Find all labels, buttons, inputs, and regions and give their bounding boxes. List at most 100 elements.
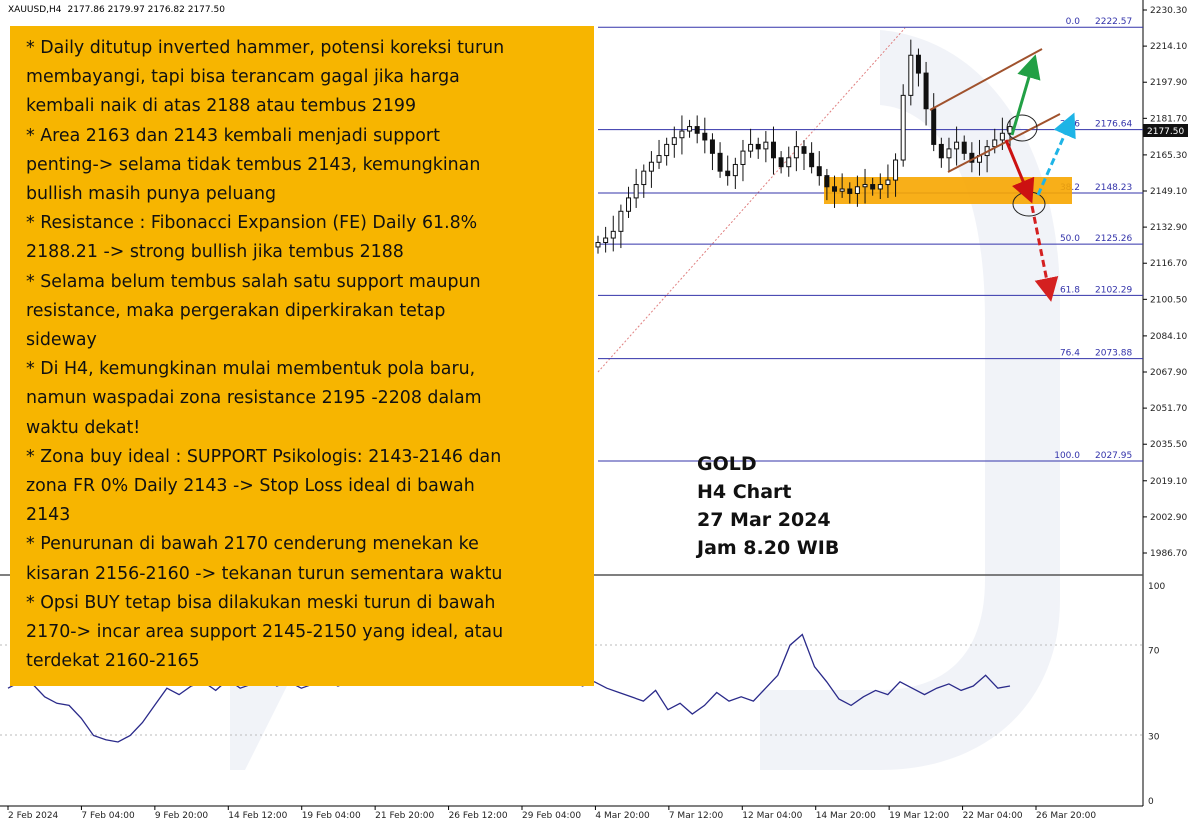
note-line: waktu dekat! (26, 417, 141, 438)
candle-body (626, 197, 632, 212)
price-tick-label: 2214.10 (1150, 42, 1187, 52)
candle-body (702, 132, 708, 141)
time-tick-label: 21 Feb 20:00 (375, 811, 434, 821)
caption-timeframe: H4 Chart (697, 481, 792, 503)
caption-date: 27 Mar 2024 (697, 509, 831, 531)
candle-body (717, 152, 723, 172)
time-tick-label: 19 Feb 04:00 (302, 811, 361, 821)
fib-level-label: 76.4 (1060, 349, 1080, 359)
price-tick-label: 2165.30 (1150, 151, 1187, 161)
fib-price-label: 2027.95 (1095, 451, 1132, 461)
rsi-tick-label: 100 (1148, 582, 1165, 592)
fib-level-label: 100.0 (1054, 451, 1080, 461)
candle-body (915, 54, 921, 74)
fib-level-label: 0.0 (1066, 17, 1081, 27)
chart-caption: GOLD H4 Chart 27 Mar 2024 Jam 8.20 WIB (697, 450, 839, 562)
arrow-up-cyan-dashed (1036, 112, 1076, 196)
caption-time: Jam 8.20 WIB (697, 537, 840, 559)
arrow-down-red-solid (1004, 139, 1035, 204)
candle-body (664, 143, 670, 157)
note-line: penting-> selama tidak tembus 2143, kemu… (26, 154, 481, 175)
fib-level-label: 50.0 (1060, 234, 1080, 244)
candle-body (938, 143, 944, 159)
candle-body (740, 150, 746, 165)
price-tick-label: 2149.10 (1150, 187, 1187, 197)
candle-body (923, 72, 929, 110)
candle-body (786, 157, 792, 168)
ohlc-values: 2177.86 2179.97 2176.82 2177.50 (68, 5, 226, 15)
candle-body (671, 137, 677, 145)
candle-body (648, 161, 654, 172)
candle-body (931, 108, 937, 145)
fib-price-label: 2176.64 (1095, 120, 1132, 130)
note-line: 2143 (26, 505, 71, 526)
fib-price-label: 2222.57 (1095, 17, 1132, 27)
candle-body (877, 184, 883, 190)
note-line: terdekat 2160-2165 (26, 651, 200, 672)
price-tick-label: 2002.90 (1150, 513, 1187, 523)
price-tick-label: 2084.10 (1150, 332, 1187, 342)
time-tick-label: 2 Feb 2024 (8, 811, 59, 821)
note-line: * Opsi BUY tetap bisa dilakukan meski tu… (26, 592, 496, 613)
fib-level-label: 61.8 (1060, 285, 1080, 295)
price-tick-label: 2116.70 (1150, 259, 1187, 269)
time-tick-label: 7 Feb 04:00 (81, 811, 135, 821)
fib-price-label: 2125.26 (1095, 234, 1132, 244)
candle-body (847, 188, 853, 194)
candle-body (946, 148, 952, 159)
candle-body (839, 188, 845, 192)
candle-body (862, 184, 868, 188)
time-tick-label: 26 Feb 12:00 (449, 811, 508, 821)
candle-body (816, 166, 822, 177)
current-price-label: 2177.50 (1147, 127, 1184, 137)
candle-body (687, 126, 693, 132)
time-tick-label: 12 Mar 04:00 (742, 811, 802, 821)
candle-body (999, 132, 1005, 141)
note-line: * Area 2163 dan 2143 kembali menjadi sup… (26, 125, 440, 146)
candle-body (618, 210, 624, 232)
time-tick-label: 29 Feb 04:00 (522, 811, 581, 821)
rsi-tick-label: 30 (1148, 733, 1160, 743)
candle-body (694, 126, 700, 134)
candle-body (763, 141, 769, 150)
candle-body (824, 175, 830, 188)
candle-body (793, 146, 799, 159)
note-line: sideway (26, 330, 97, 351)
note-line: * Selama belum tembus salah satu support… (26, 271, 481, 292)
note-line: * Zona buy ideal : SUPPORT Psikologis: 2… (26, 446, 502, 467)
fib-price-label: 2148.23 (1095, 183, 1132, 193)
note-line: * Di H4, kemungkinan mulai membentuk pol… (26, 359, 476, 380)
arrow-down-red-dashed (1030, 205, 1059, 302)
price-tick-label: 2100.50 (1150, 295, 1187, 305)
support-zone (824, 177, 1072, 204)
candle-body (603, 237, 609, 243)
symbol-name: XAUUSD,H4 (8, 5, 62, 15)
note-line: membayangi, tapi bisa terancam gagal jik… (26, 67, 460, 88)
time-tick-label: 14 Mar 20:00 (816, 811, 876, 821)
fib-price-label: 2073.88 (1095, 349, 1132, 359)
time-tick-label: 9 Feb 20:00 (155, 811, 209, 821)
candle-body (656, 155, 662, 163)
candle-body (992, 139, 998, 148)
candle-body (732, 163, 738, 177)
note-line: kembali naik di atas 2188 atau tembus 21… (26, 96, 417, 117)
note-line: kisaran 2156-2160 -> tekanan turun semen… (26, 563, 503, 584)
note-line: bullish masih punya peluang (26, 184, 277, 205)
candle-body (801, 146, 807, 154)
time-tick-label: 7 Mar 12:00 (669, 811, 724, 821)
candle-body (770, 141, 776, 159)
price-tick-label: 2230.30 (1150, 6, 1187, 16)
price-tick-label: 2197.90 (1150, 78, 1187, 88)
fibonacci-trend-line (597, 27, 906, 373)
candle-body (809, 152, 815, 168)
candle-body (778, 157, 784, 168)
price-tick-label: 2051.70 (1150, 404, 1187, 414)
candle-body (709, 139, 715, 154)
rsi-tick-label: 70 (1148, 647, 1160, 657)
channel-lower-line (947, 113, 1061, 173)
candle-body (832, 186, 838, 192)
candle-body (900, 94, 906, 161)
time-tick-label: 4 Mar 20:00 (595, 811, 650, 821)
candle-body (908, 54, 914, 96)
candle-body (595, 241, 601, 248)
